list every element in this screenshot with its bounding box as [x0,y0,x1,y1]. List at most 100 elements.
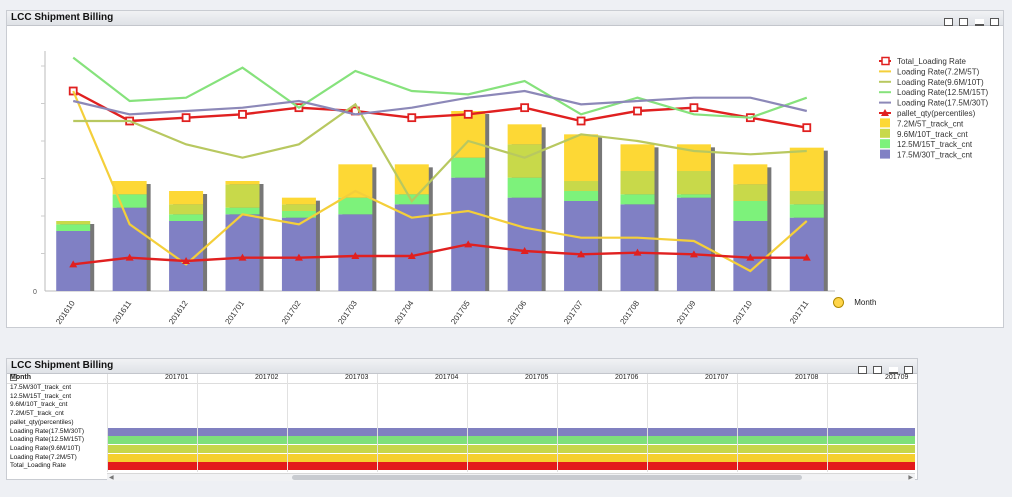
bar-segment [789,204,824,218]
bar-segment [564,191,599,201]
row-label: 12.5M/15T_track_cnt [10,392,72,400]
minimize-icon[interactable] [888,367,898,374]
column-divider [197,374,198,472]
row-label: 9.6M/10T_track_cnt [10,401,68,409]
scroll-left-arrow[interactable]: ◀ [109,475,114,481]
bar-segment [789,147,824,191]
legend-entry: Loading Rate(7.2M/5T) [897,67,980,76]
x-tick-label: 201612 [167,299,190,326]
legend-entry: Total_Loading Rate [897,57,966,66]
row-label: Loading Rate(17.5M/30T) [10,427,85,435]
line-point [125,253,134,261]
x-tick-label: 201703 [336,299,359,326]
pivot-table-panel: LCC Shipment Billing Month 201701 201702 2… [6,358,918,481]
horizontal-scrollbar[interactable]: ◀ ▶ [107,473,915,481]
export-icon[interactable] [857,366,867,374]
line-point [802,123,812,133]
column-header[interactable]: 201706 [615,374,639,381]
series-line [72,89,807,129]
line-point [69,260,78,268]
x-tick-label: 201710 [731,299,754,326]
column-divider [377,374,378,472]
bar-segment [451,157,486,178]
bar-segment [169,214,204,221]
line-point [181,113,191,123]
line-point [351,252,360,259]
bar-segment [338,164,373,198]
heat-band [107,427,915,436]
line-point [802,253,811,261]
heat-band [107,453,915,462]
line-point [633,106,642,116]
line-point [294,253,303,261]
bar-segment [225,181,260,185]
line-point [520,103,530,113]
heat-band [107,436,915,445]
line-point [407,113,417,123]
legend-entry: Loading Rate(9.6M/10T) [897,78,984,87]
column-divider [557,374,558,472]
bar-segment [620,144,655,171]
column-header[interactable]: 201705 [525,374,549,381]
line-point [520,247,529,254]
x-tick-label: 201702 [280,299,303,326]
expand-icon[interactable] [10,374,17,381]
bar-segment [225,207,260,215]
bar-segment [507,197,542,291]
column-header[interactable]: 201701 [165,374,189,381]
bar-segment [676,194,711,198]
chart-title: LCC Shipment Billing [11,12,114,23]
bar-segment [451,177,486,291]
y-tick-label: 0 [33,289,37,296]
heat-band [107,444,915,453]
month-dimension-label[interactable]: Month [833,297,876,308]
series-line [72,56,808,119]
series-line [73,102,807,203]
column-header[interactable]: 201709 [885,374,909,381]
line-point [182,257,191,264]
maximize-icon[interactable] [904,366,913,374]
bar-segment [676,197,711,291]
scroll-thumb[interactable] [292,475,802,480]
column-header[interactable]: 201708 [795,374,819,381]
bar-segment [338,197,373,215]
month-label: Month [854,298,877,307]
scroll-right-arrow[interactable]: ▶ [908,475,913,481]
x-tick-label: 201701 [223,299,246,326]
column-divider [287,374,288,472]
minimize-icon[interactable] [974,19,984,26]
column-divider [467,374,468,472]
column-header[interactable]: 201707 [705,374,729,381]
bar-segment [564,201,599,291]
export-icon[interactable] [943,18,953,26]
column-header[interactable]: 201702 [255,374,279,381]
legend-swatch [880,139,890,149]
xl-icon[interactable] [959,18,969,26]
bar-segment [676,171,711,195]
bar-segment [620,171,655,195]
bar-segment [733,164,768,185]
row-label: Total_Loading Rate [10,462,67,470]
series-line [72,89,808,116]
row-label: 17.5M/30T_track_cnt [10,384,72,391]
x-tick-label: 201706 [506,299,529,326]
row-label: Loading Rate(9.6M/10T) [10,444,81,452]
line-point [746,253,755,261]
bar-segment [169,191,204,205]
bar-segment [507,177,542,198]
maximize-icon[interactable] [990,18,999,26]
xl-icon[interactable] [873,366,883,374]
line-point [464,240,473,248]
row-label: 7.2M/5T_track_cnt [10,410,64,418]
column-divider [107,374,108,472]
line-point [576,116,586,126]
legend-entry: pallet_qty(percentiles) [897,109,976,118]
legend-marker [881,56,890,66]
table-caption-icons [856,361,913,374]
cycle-icon[interactable] [833,297,844,308]
x-tick-label: 201707 [562,299,585,326]
column-header[interactable]: 201703 [345,374,369,381]
bar-segment [394,204,429,291]
column-header[interactable]: 201704 [435,374,459,381]
